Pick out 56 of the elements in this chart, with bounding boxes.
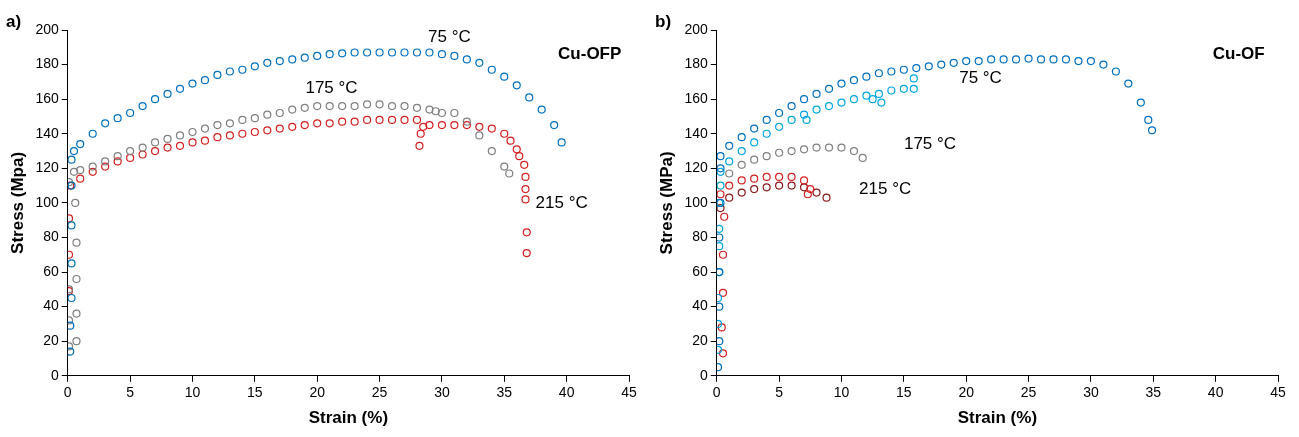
x-tick-label: 45 [1270, 384, 1286, 401]
annotation: Cu-OF [1212, 43, 1265, 63]
y-tick-label: 200 [35, 20, 59, 37]
y-tick-label: 140 [684, 124, 708, 141]
y-tick-label: 100 [35, 193, 59, 210]
y-tick-label: 200 [684, 20, 708, 37]
y-tick-label: 60 [692, 262, 708, 279]
y-axis-title: Stress (Mpa) [7, 151, 27, 254]
y-tick-label: 140 [35, 124, 59, 141]
x-tick-label: 20 [958, 384, 975, 401]
x-tick-label: 15 [896, 384, 912, 401]
x-tick-label: 40 [558, 384, 575, 401]
y-tick-label: 0 [50, 366, 59, 383]
x-tick-label: 0 [712, 384, 721, 401]
annotation: 75 °C [959, 68, 1002, 88]
x-tick-label: 45 [621, 384, 637, 401]
annotation: Cu-OFP [558, 43, 622, 63]
y-tick-label: 100 [684, 193, 708, 210]
y-tick-label: 0 [699, 366, 708, 383]
chart-title: a) [6, 11, 22, 31]
y-tick-label: 80 [692, 228, 708, 245]
x-tick-label: 10 [833, 384, 850, 401]
annotation: 215 °C [535, 192, 588, 212]
y-tick-label: 20 [692, 332, 708, 349]
y-tick-label: 40 [692, 297, 708, 314]
x-tick-label: 25 [371, 384, 388, 401]
x-tick-label: 10 [184, 384, 201, 401]
x-tick-label: 35 [1145, 384, 1162, 401]
y-axis-title: Stress (MPa) [656, 151, 676, 255]
y-tick-label: 20 [43, 332, 59, 349]
x-tick-label: 25 [1020, 384, 1037, 401]
x-tick-label: 5 [126, 384, 135, 401]
y-tick-label: 40 [43, 297, 59, 314]
y-tick-label: 120 [684, 159, 708, 176]
annotation: 175 °C [305, 78, 358, 98]
y-tick-label: 60 [43, 262, 59, 279]
y-tick-label: 120 [35, 159, 59, 176]
y-tick-label: 180 [684, 55, 708, 72]
x-axis-title: Strain (%) [308, 408, 389, 428]
x-tick-label: 20 [309, 384, 326, 401]
y-tick-label: 80 [43, 228, 59, 245]
x-tick-label: 30 [1083, 384, 1099, 401]
x-tick-label: 15 [247, 384, 263, 401]
y-tick-label: 160 [684, 90, 708, 107]
x-axis-title: Strain (%) [957, 408, 1038, 428]
x-tick-label: 0 [63, 384, 72, 401]
annotation: 75 °C [428, 26, 471, 46]
y-tick-label: 180 [35, 55, 59, 72]
x-tick-label: 35 [496, 384, 513, 401]
y-tick-label: 160 [35, 90, 59, 107]
x-tick-label: 30 [434, 384, 450, 401]
chart-title: b) [655, 11, 672, 31]
annotation: 215 °C [859, 178, 912, 198]
annotation: 175 °C [903, 133, 957, 153]
x-tick-label: 5 [775, 384, 784, 401]
x-tick-label: 40 [1207, 384, 1224, 401]
